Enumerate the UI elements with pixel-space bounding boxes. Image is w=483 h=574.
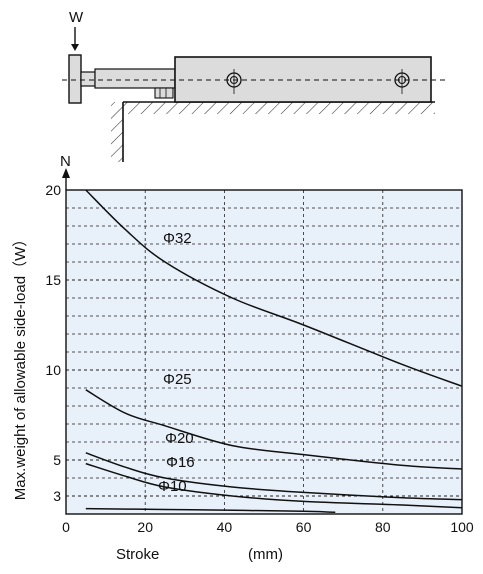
x-tick-label: 60: [296, 519, 312, 535]
axes: [62, 168, 70, 190]
series-line-phi16: [85, 462, 463, 509]
y-axis-title: Max.weight of allowable side-load（W）: [12, 232, 29, 500]
series-line-phi10: [85, 507, 336, 513]
x-axis-title: Stroke: [116, 546, 159, 563]
y-tick-label: 20: [45, 182, 61, 198]
y-axis-unit: N: [60, 153, 71, 170]
x-tick-label: 40: [217, 519, 233, 535]
y-axis-arrowhead: [62, 168, 70, 178]
load-label: W: [69, 9, 84, 26]
x-tick-label: 0: [62, 519, 70, 535]
load-arrow-head: [71, 44, 79, 51]
mounting-hole-right: [394, 69, 410, 94]
x-axis-unit: (mm): [248, 546, 283, 563]
series-label-phi10: Φ10: [158, 478, 187, 495]
mounting-hole-left: [226, 69, 242, 94]
floor-hatch: [123, 102, 435, 114]
cylinder-body: [174, 56, 432, 103]
series-label-phi32: Φ32: [163, 230, 192, 247]
cylinder-diagram: W: [62, 9, 445, 162]
end-plate: [68, 54, 82, 104]
x-tick-label: 100: [450, 519, 474, 535]
series-lines: [85, 189, 463, 513]
series-line-phi25: [85, 389, 463, 470]
rod-collar: [80, 71, 96, 87]
x-tick-label: 80: [375, 519, 391, 535]
series-label-phi16: Φ16: [166, 454, 195, 471]
series-line-phi20: [85, 452, 463, 501]
y-tick-label: 5: [53, 452, 61, 468]
tick-labels: 3 5 10 15 20 0 20 40 60 80 100: [45, 182, 473, 535]
x-tick-label: 20: [137, 519, 153, 535]
series-line-phi32: [85, 189, 463, 387]
piston-rod: [94, 68, 176, 89]
series-label-phi20: Φ20: [165, 430, 194, 447]
plot-frame: [65, 189, 463, 515]
rod-nut: [154, 87, 174, 99]
y-tick-label: 3: [53, 488, 61, 504]
y-tick-label: 15: [45, 272, 61, 288]
series-label-phi25: Φ25: [163, 371, 192, 388]
side-load-chart: 3 5 10 15 20 0 20 40 60 80 100 Φ32 Φ25 Φ20 Φ16 Φ10 N M…: [12, 153, 474, 563]
y-tick-label: 10: [45, 362, 61, 378]
series-labels: Φ32 Φ25 Φ20 Φ16 Φ10: [158, 230, 195, 495]
wall-hatch: [111, 102, 123, 162]
